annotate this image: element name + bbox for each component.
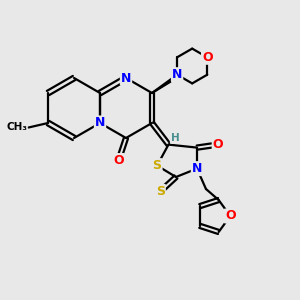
Text: O: O <box>213 138 223 151</box>
Text: S: S <box>153 159 162 172</box>
Text: O: O <box>202 51 213 64</box>
Text: N: N <box>172 68 182 81</box>
Text: N: N <box>121 71 131 85</box>
Text: H: H <box>171 133 179 143</box>
Text: S: S <box>156 185 165 198</box>
Text: O: O <box>225 209 236 223</box>
Text: N: N <box>192 162 202 175</box>
Text: N: N <box>95 116 105 130</box>
Text: CH₃: CH₃ <box>6 122 27 133</box>
Text: O: O <box>113 154 124 167</box>
